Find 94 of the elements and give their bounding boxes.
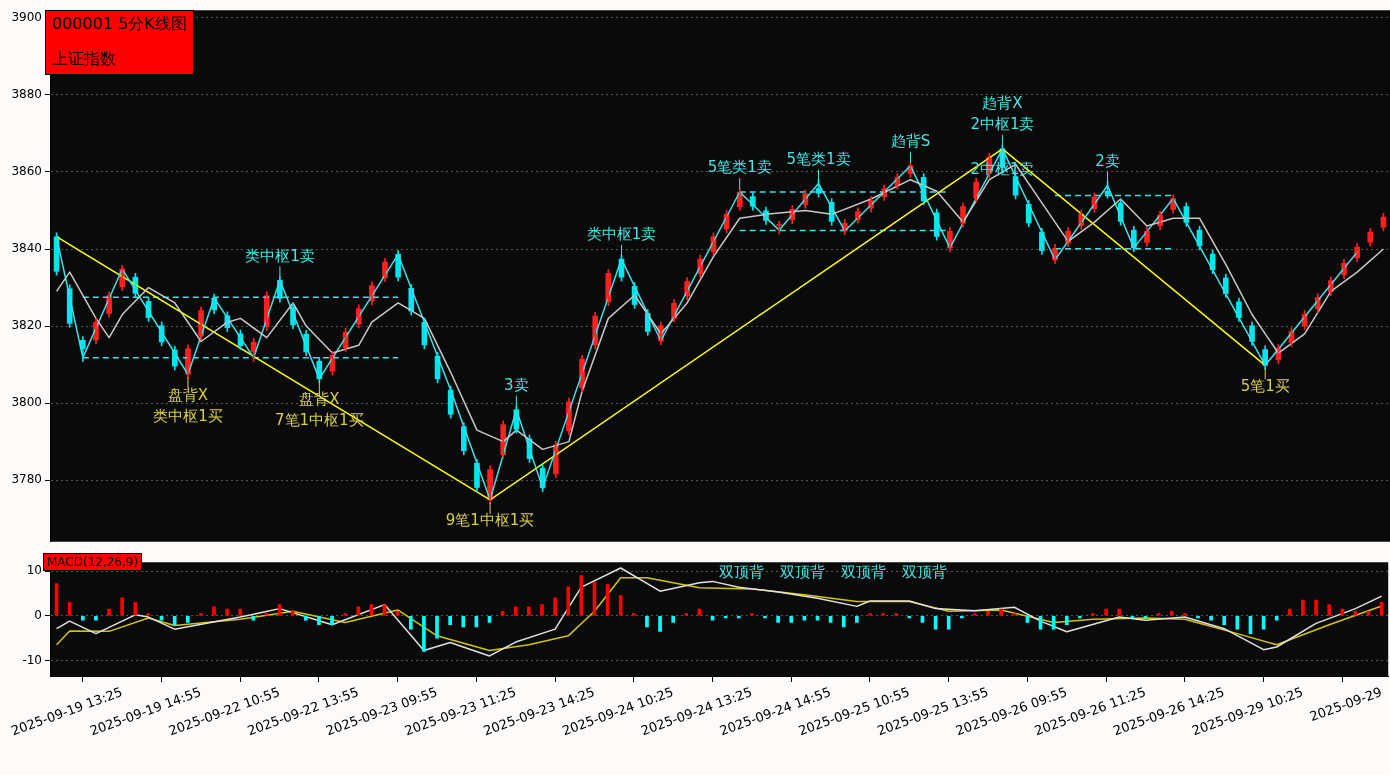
bar <box>946 615 951 630</box>
annotation: 3卖 <box>504 376 529 395</box>
y-tick-label: 10 <box>26 563 42 578</box>
bar <box>1104 608 1108 616</box>
annotation: 盘背X <box>167 385 209 404</box>
bar <box>435 615 439 639</box>
y-tick-label: 3840 <box>11 241 42 256</box>
annotation: 趋背X <box>982 94 1023 113</box>
y-tick-label: 3800 <box>11 395 42 410</box>
annotation: 双顶背 <box>902 562 948 581</box>
annotation: 2卖 <box>1095 151 1120 170</box>
bar <box>1274 615 1279 621</box>
annotation: 双顶背 <box>780 562 826 581</box>
bar <box>1327 604 1332 616</box>
bar <box>1156 613 1161 616</box>
bar <box>304 615 308 621</box>
y-tick-label: 0 <box>34 607 42 622</box>
bar <box>750 613 754 616</box>
bar <box>238 608 243 616</box>
annotation: 类中枢1买 <box>153 406 223 425</box>
chart-title: 000001 5分K线图 <box>52 14 187 35</box>
annotation: 5笔类1卖 <box>707 158 772 177</box>
bar <box>461 615 466 628</box>
bar <box>527 606 531 616</box>
bar <box>1288 608 1292 616</box>
bar <box>1340 608 1345 616</box>
y-tick-label: 3820 <box>11 318 42 333</box>
bar <box>973 613 977 616</box>
bar <box>553 597 557 616</box>
bar <box>1209 615 1213 621</box>
bar <box>986 610 990 616</box>
y-tick-label: -10 <box>22 652 42 667</box>
bar <box>290 610 295 616</box>
bar <box>868 613 872 616</box>
bar <box>343 613 348 616</box>
bar <box>566 586 571 616</box>
bar <box>1169 610 1174 616</box>
bar <box>146 613 151 616</box>
text: 上证指数 <box>52 49 117 70</box>
bar <box>330 615 334 626</box>
annotation: 双顶背 <box>719 562 765 581</box>
bar <box>408 615 413 630</box>
bar <box>1117 608 1122 616</box>
bar <box>185 615 190 623</box>
bar <box>133 602 138 616</box>
bar <box>1091 613 1095 616</box>
bar <box>999 608 1004 616</box>
y-tick-label: 3880 <box>11 87 42 102</box>
bar <box>395 610 400 616</box>
y-tick-label: 3780 <box>11 472 42 487</box>
bar <box>540 604 544 616</box>
bar <box>513 606 518 616</box>
bar <box>422 615 426 652</box>
annotation: 类中枢1卖 <box>245 246 315 265</box>
bar <box>671 615 676 623</box>
bar <box>1012 613 1017 616</box>
y-tick-label: 3900 <box>11 10 42 25</box>
bar <box>645 615 649 628</box>
annotation: 趋背S <box>890 132 931 151</box>
bar <box>94 615 98 621</box>
bar <box>199 613 203 616</box>
bar <box>107 608 111 616</box>
bar <box>120 597 124 616</box>
bar <box>855 615 859 623</box>
bar <box>789 615 794 623</box>
annotation: 9笔1中枢1买 <box>445 511 535 530</box>
bar <box>632 613 636 616</box>
bar <box>264 613 269 616</box>
bar <box>618 595 623 616</box>
bar <box>658 615 662 632</box>
annotation: 2中枢1卖 <box>970 115 1035 134</box>
bar <box>67 602 72 616</box>
bar <box>448 615 452 626</box>
bar <box>776 615 780 623</box>
bar <box>225 608 229 616</box>
bar <box>1314 599 1318 616</box>
annotation: 类中枢1卖 <box>586 225 657 244</box>
bar <box>80 615 85 621</box>
bar <box>841 615 846 628</box>
bar <box>356 606 361 616</box>
bar <box>212 606 216 616</box>
chart-title: MACD(12,26,9) <box>47 555 139 569</box>
bar <box>317 615 321 626</box>
bar <box>1183 613 1187 616</box>
bar <box>1064 615 1069 626</box>
annotation: 5笔1买 <box>1240 376 1290 395</box>
annotation: 5笔类1卖 <box>786 149 851 168</box>
bar <box>894 613 899 616</box>
y-tick-label: 3860 <box>11 164 42 179</box>
bar <box>881 613 885 616</box>
bar <box>684 613 689 616</box>
annotation: 双顶背 <box>841 562 887 581</box>
bar <box>1222 615 1227 626</box>
bar <box>1301 599 1305 616</box>
